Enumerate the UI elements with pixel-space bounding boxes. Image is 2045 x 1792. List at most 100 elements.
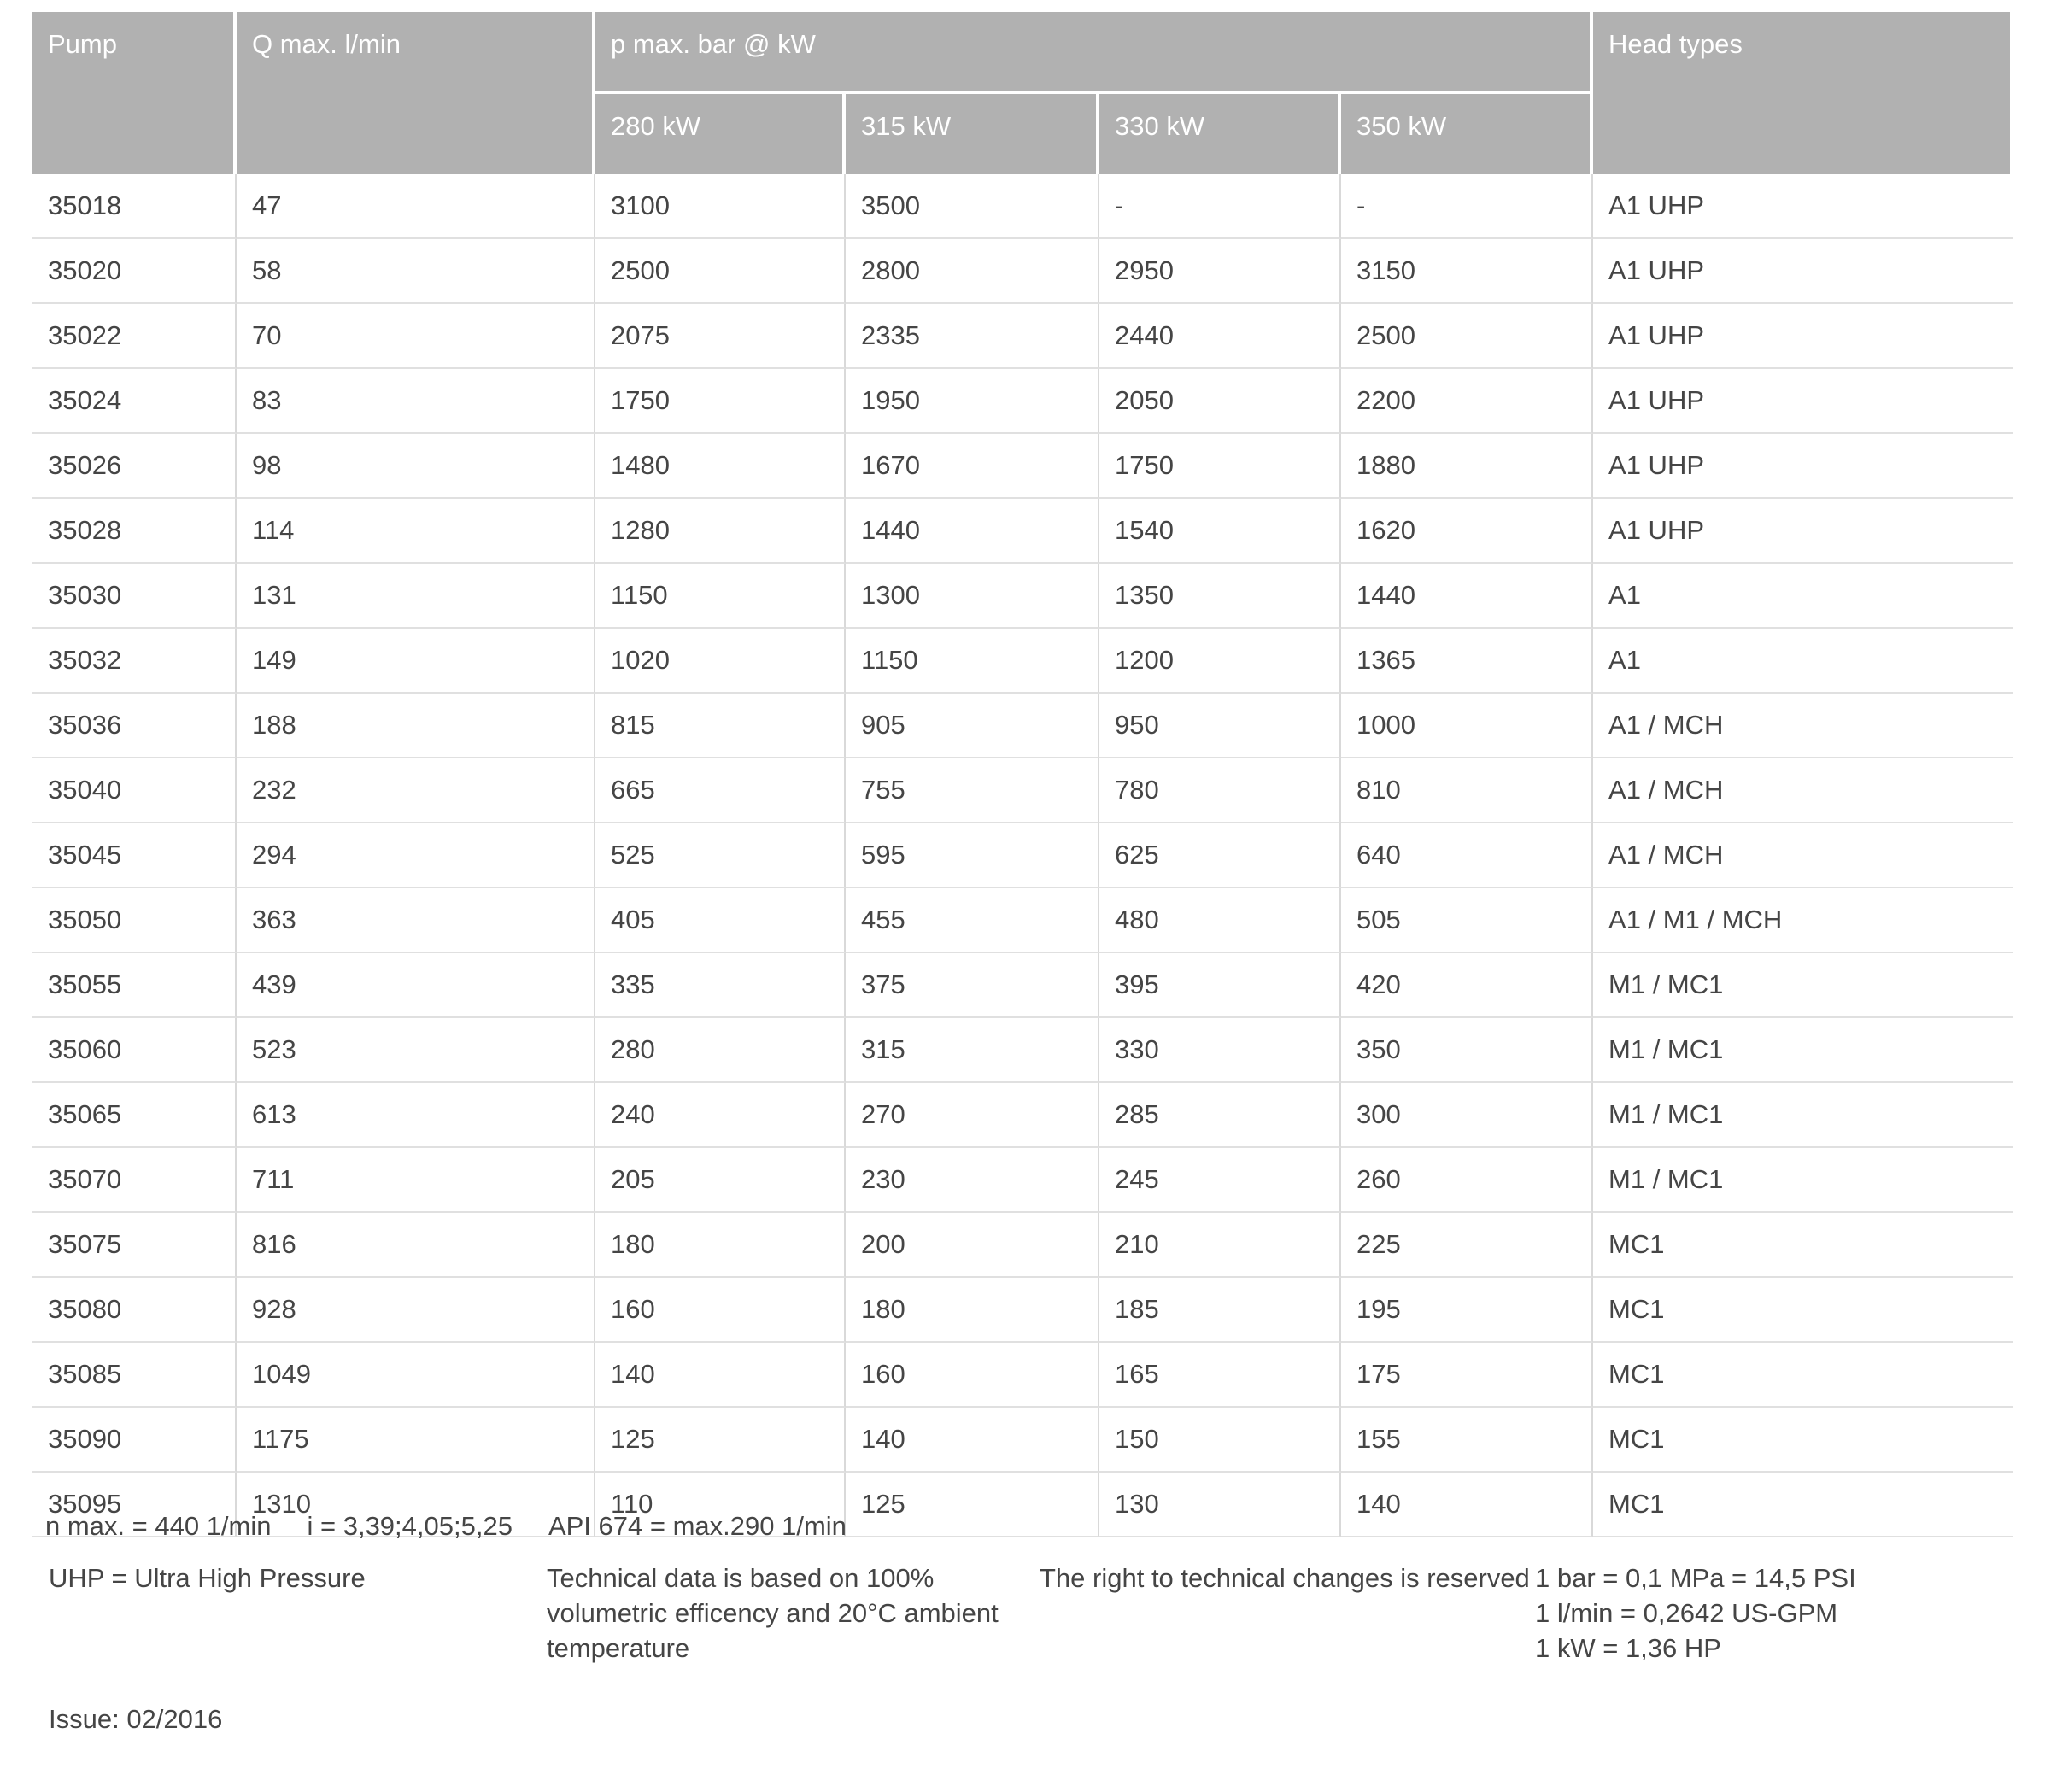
cell-pump: 35036 [32,694,237,758]
cell-head_types: A1 [1593,629,2014,694]
cell-q_max_l_min: 439 [237,953,595,1018]
cell-p_315kw: 315 [846,1018,1099,1083]
cell-pump: 35026 [32,434,237,499]
col-header-head-types: Head types [1593,12,2014,174]
cell-p_280kw: 405 [595,888,846,953]
cell-pump: 35030 [32,564,237,629]
cell-p_280kw: 1020 [595,629,846,694]
cell-p_330kw: 2440 [1099,304,1341,369]
footnote-api674: API 674 = max.290 1/min [548,1511,847,1541]
cell-p_330kw: 480 [1099,888,1341,953]
cell-p_315kw: 3500 [846,174,1099,239]
cell-pump: 35032 [32,629,237,694]
header-row-kw: 280 kW 315 kW 330 kW 350 kW [32,94,2013,174]
col-header-pmax-group: p max. bar @ kW [595,12,1594,94]
cell-p_350kw: 1365 [1341,629,1594,694]
cell-p_330kw: 185 [1099,1278,1341,1343]
cell-p_330kw: 1540 [1099,499,1341,564]
cell-p_315kw: 140 [846,1408,1099,1473]
col-header-315kw: 315 kW [846,94,1099,174]
cell-q_max_l_min: 363 [237,888,595,953]
col-header-330kw: 330 kW [1099,94,1341,174]
table-row: 35022 70 2075 2335 2440 2500 A1 UHP [32,304,2014,369]
cell-pump: 35095 [32,1473,237,1537]
cell-head_types: M1 / MC1 [1593,1148,2014,1213]
cell-pump: 35020 [32,239,237,304]
cell-p_315kw: 160 [846,1343,1099,1408]
cell-p_280kw: 3100 [595,174,846,239]
cell-p_280kw: 2075 [595,304,846,369]
footnote-technical-line: temperature [547,1633,690,1663]
cell-p_350kw: 1000 [1341,694,1594,758]
cell-head_types: MC1 [1593,1213,2014,1278]
col-header-280kw: 280 kW [595,94,846,174]
cell-p_350kw: - [1341,174,1594,239]
cell-head_types: A1 UHP [1593,174,2014,239]
cell-pump: 35075 [32,1213,237,1278]
cell-p_350kw: 260 [1341,1148,1594,1213]
table-row: 35090 1175 125 140 150 155 MC1 [32,1408,2014,1473]
cell-p_315kw: 455 [846,888,1099,953]
cell-p_315kw: 230 [846,1148,1099,1213]
footnote-nmax: n max. = 440 1/min [45,1511,272,1541]
cell-p_350kw: 1440 [1341,564,1594,629]
cell-p_350kw: 420 [1341,953,1594,1018]
table-row: 35095 1310 110 125 130 140 MC1 [32,1473,2014,1537]
cell-p_280kw: 335 [595,953,846,1018]
table-row: 35080 928 160 180 185 195 MC1 [32,1278,2014,1343]
footnote-ratios: i = 3,39;4,05;5,25 [307,1511,513,1541]
cell-p_280kw: 180 [595,1213,846,1278]
cell-p_315kw: 200 [846,1213,1099,1278]
cell-q_max_l_min: 711 [237,1148,595,1213]
cell-q_max_l_min: 816 [237,1213,595,1278]
cell-p_350kw: 505 [1341,888,1594,953]
cell-q_max_l_min: 58 [237,239,595,304]
table-header: Pump Q max. l/min p max. bar @ kW Head t… [32,12,2014,174]
footnote-parameters: n max. = 440 1/min i = 3,39;4,05;5,25 AP… [45,1508,847,1543]
col-header-350kw: 350 kW [1341,94,1594,174]
cell-q_max_l_min: 70 [237,304,595,369]
cell-p_315kw: 595 [846,823,1099,888]
cell-p_315kw: 125 [846,1473,1099,1537]
cell-head_types: MC1 [1593,1408,2014,1473]
cell-head_types: M1 / MC1 [1593,1083,2014,1148]
table-row: 35028 114 1280 1440 1540 1620 A1 UHP [32,499,2014,564]
cell-q_max_l_min: 523 [237,1018,595,1083]
cell-p_280kw: 240 [595,1083,846,1148]
cell-pump: 35024 [32,369,237,434]
cell-pump: 35085 [32,1343,237,1408]
cell-p_350kw: 350 [1341,1018,1594,1083]
cell-head_types: MC1 [1593,1278,2014,1343]
cell-head_types: A1 / MCH [1593,694,2014,758]
cell-head_types: A1 / MCH [1593,823,2014,888]
cell-q_max_l_min: 47 [237,174,595,239]
table-row: 35030 131 1150 1300 1350 1440 A1 [32,564,2014,629]
cell-head_types: A1 UHP [1593,304,2014,369]
cell-p_280kw: 125 [595,1408,846,1473]
footnote-technical-basis: Technical data is based on 100% volumetr… [547,1561,999,1666]
table-row: 35085 1049 140 160 165 175 MC1 [32,1343,2014,1408]
table-row: 35065 613 240 270 285 300 M1 / MC1 [32,1083,2014,1148]
cell-pump: 35028 [32,499,237,564]
footnote-unit-conversions: 1 bar = 0,1 MPa = 14,5 PSI 1 l/min = 0,2… [1535,1561,1856,1666]
cell-p_350kw: 175 [1341,1343,1594,1408]
cell-p_330kw: 245 [1099,1148,1341,1213]
table-row: 35024 83 1750 1950 2050 2200 A1 UHP [32,369,2014,434]
cell-head_types: A1 UHP [1593,499,2014,564]
cell-head_types: A1 UHP [1593,434,2014,499]
cell-q_max_l_min: 1310 [237,1473,595,1537]
table-row: 35070 711 205 230 245 260 M1 / MC1 [32,1148,2014,1213]
cell-p_330kw: - [1099,174,1341,239]
cell-q_max_l_min: 928 [237,1278,595,1343]
cell-pump: 35070 [32,1148,237,1213]
cell-p_330kw: 285 [1099,1083,1341,1148]
cell-head_types: M1 / MC1 [1593,953,2014,1018]
cell-p_330kw: 950 [1099,694,1341,758]
table-row: 35036 188 815 905 950 1000 A1 / MCH [32,694,2014,758]
cell-p_315kw: 1300 [846,564,1099,629]
cell-p_315kw: 2800 [846,239,1099,304]
col-header-pump: Pump [32,12,237,174]
cell-p_280kw: 160 [595,1278,846,1343]
cell-q_max_l_min: 131 [237,564,595,629]
cell-p_315kw: 905 [846,694,1099,758]
